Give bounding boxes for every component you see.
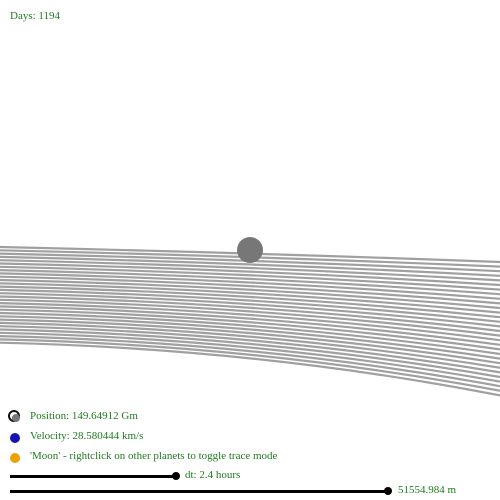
position-readout: Position: 149.64912 Gm xyxy=(30,410,138,422)
dt-label: dt: 2.4 hours xyxy=(185,469,240,481)
orbit-trails xyxy=(0,247,500,395)
moon-dot-icon xyxy=(10,453,20,463)
planet-body[interactable] xyxy=(237,237,263,263)
velocity-readout: Velocity: 28.580444 km/s xyxy=(30,430,143,442)
moon-hint-text: 'Moon' - rightclick on other planets to … xyxy=(30,450,277,462)
dt-slider-handle[interactable] xyxy=(172,472,180,480)
scale-label: 51554.984 m xyxy=(398,484,456,496)
dt-slider-track[interactable] xyxy=(10,475,176,478)
days-counter: Days: 1194 xyxy=(10,10,60,22)
position-marker-icon xyxy=(8,410,20,422)
scale-slider-track[interactable] xyxy=(10,490,388,493)
velocity-dot-icon xyxy=(10,433,20,443)
scale-slider-handle[interactable] xyxy=(384,487,392,495)
